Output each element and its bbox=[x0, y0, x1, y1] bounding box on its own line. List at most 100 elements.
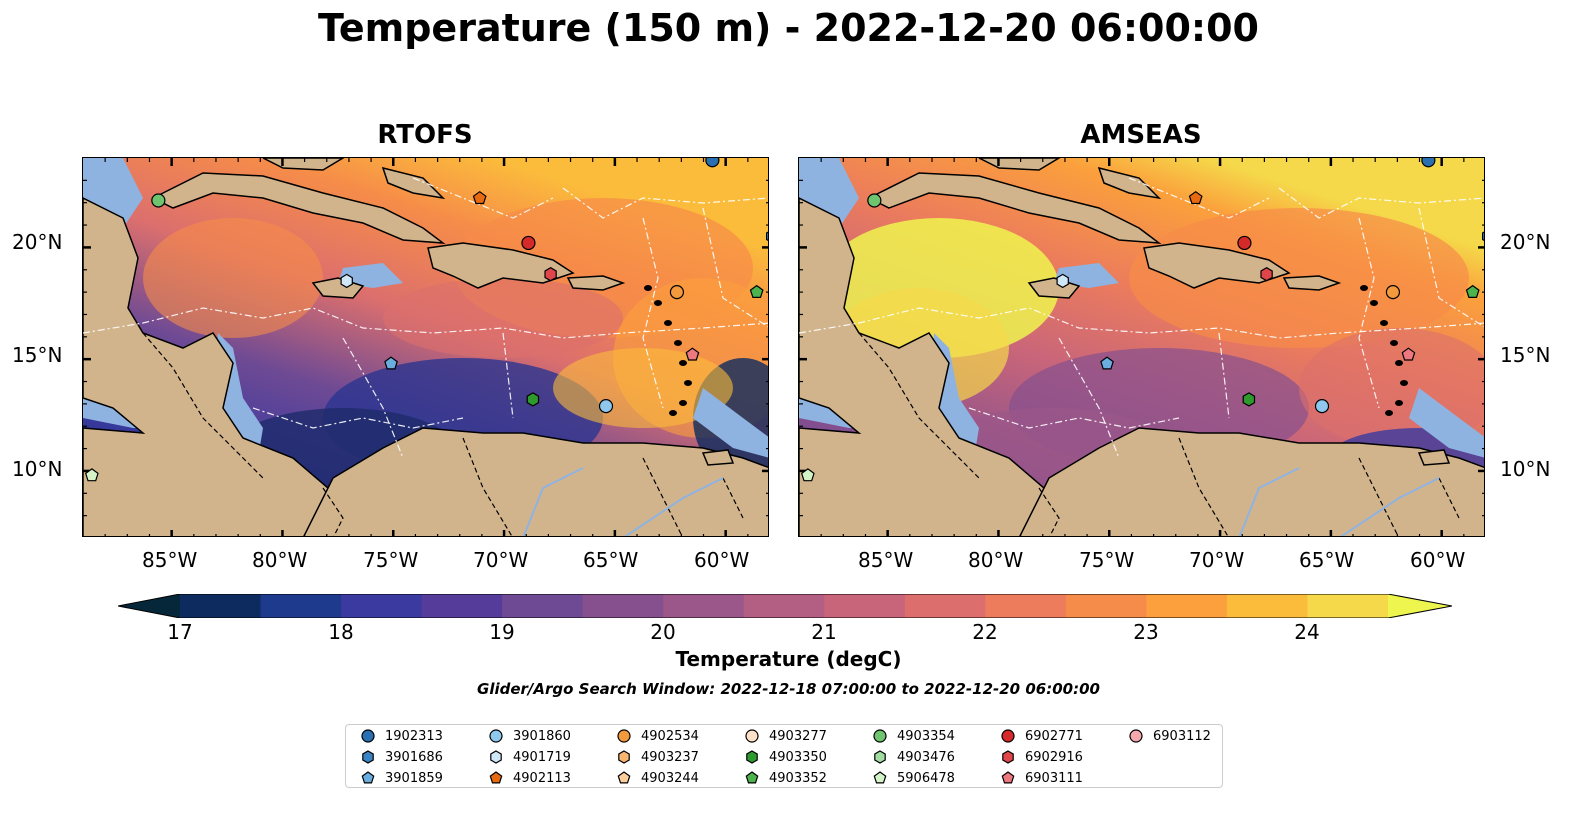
land-mass bbox=[303, 427, 768, 536]
float-marker-4903350[interactable] bbox=[1242, 392, 1256, 407]
legend-marker-3901686[interactable] bbox=[362, 750, 374, 764]
float-marker-4902113[interactable] bbox=[1188, 190, 1203, 205]
float-marker-3901686[interactable] bbox=[1481, 230, 1485, 243]
island bbox=[679, 360, 687, 366]
island bbox=[1395, 400, 1403, 406]
eez-boundary bbox=[412, 177, 554, 219]
eez-boundary bbox=[252, 407, 464, 429]
colorbar-tick: 23 bbox=[1133, 620, 1159, 644]
float-marker-4902113[interactable] bbox=[472, 190, 487, 205]
legend-marker-4903476[interactable] bbox=[874, 750, 886, 764]
float-marker-4902534[interactable] bbox=[1385, 285, 1401, 300]
legend-label: 4903244 bbox=[641, 770, 699, 786]
lat-tick-label: 15°N bbox=[1500, 343, 1551, 367]
land-mass bbox=[1143, 242, 1291, 289]
country-border bbox=[1178, 437, 1229, 536]
float-marker-5906478[interactable] bbox=[800, 468, 815, 482]
circle-marker-icon bbox=[873, 729, 887, 743]
island bbox=[1395, 360, 1403, 366]
legend-marker-4903354[interactable] bbox=[873, 729, 887, 743]
lon-tick-label: 65°W bbox=[583, 548, 639, 572]
colorbar-segment bbox=[341, 594, 423, 618]
float-marker-1902313[interactable] bbox=[1421, 158, 1436, 168]
legend-marker-1902313[interactable] bbox=[361, 729, 375, 743]
float-marker-4901719[interactable] bbox=[1056, 273, 1069, 289]
colorbar-gradient bbox=[117, 593, 1453, 619]
island bbox=[669, 410, 677, 416]
legend-marker-6902771[interactable] bbox=[1001, 729, 1015, 743]
legend-marker-4903352[interactable] bbox=[745, 771, 759, 784]
eez-boundary bbox=[342, 337, 404, 459]
land-mass bbox=[867, 172, 1162, 244]
float-marker-1902313[interactable] bbox=[705, 158, 720, 168]
circle-marker-icon bbox=[745, 729, 759, 743]
float-marker-4901719[interactable] bbox=[340, 273, 353, 289]
float-marker-4903350[interactable] bbox=[526, 392, 540, 407]
float-marker-6902771[interactable] bbox=[1237, 235, 1252, 251]
legend-label: 6903112 bbox=[1153, 728, 1211, 744]
float-legend: 1902313 3901686 3901859 3901860 4901719 49021… bbox=[345, 724, 1223, 788]
colorbar-segment bbox=[582, 594, 664, 618]
float-marker-4902534[interactable] bbox=[669, 285, 685, 300]
float-marker-3901860[interactable] bbox=[598, 399, 614, 414]
legend-marker-6903112[interactable] bbox=[1129, 729, 1143, 743]
lon-tick-label: 85°W bbox=[858, 548, 914, 572]
island bbox=[654, 300, 662, 306]
colorbar-tick: 21 bbox=[811, 620, 837, 644]
island bbox=[1385, 410, 1393, 416]
float-marker-6903111[interactable] bbox=[685, 347, 700, 361]
legend-marker-4902534[interactable] bbox=[617, 729, 631, 743]
temperature-anomaly bbox=[143, 218, 323, 338]
land-mass bbox=[427, 242, 575, 289]
hexagon-marker-icon bbox=[874, 750, 886, 764]
river bbox=[1238, 467, 1300, 536]
colorbar-extend-high bbox=[1388, 594, 1452, 618]
map-panel-rtofs[interactable] bbox=[82, 157, 769, 537]
float-marker-4903352[interactable] bbox=[1465, 284, 1480, 298]
float-marker-6902916[interactable] bbox=[1260, 267, 1273, 282]
legend-item: 1902313 bbox=[360, 728, 443, 744]
eez-boundary bbox=[1218, 332, 1230, 419]
float-marker-5906478[interactable] bbox=[84, 468, 99, 482]
legend-marker-4903277[interactable] bbox=[745, 729, 759, 743]
legend-marker-6903111[interactable] bbox=[1001, 771, 1015, 784]
legend-label: 4902534 bbox=[641, 728, 699, 744]
circle-marker-icon bbox=[1001, 729, 1015, 743]
legend-marker-4903237[interactable] bbox=[618, 750, 630, 764]
legend-label: 4901719 bbox=[513, 749, 571, 765]
float-marker-6903111[interactable] bbox=[1401, 347, 1416, 361]
map-panel-amseas[interactable] bbox=[798, 157, 1485, 537]
float-marker-3901860[interactable] bbox=[1314, 399, 1330, 414]
float-marker-3901859[interactable] bbox=[1100, 356, 1114, 370]
legend-marker-4903350[interactable] bbox=[746, 750, 758, 764]
legend-marker-6902916[interactable] bbox=[1002, 750, 1014, 764]
float-marker-6902916[interactable] bbox=[544, 267, 557, 282]
legend-marker-3901859[interactable] bbox=[361, 771, 375, 784]
country-border bbox=[642, 457, 683, 536]
legend-item: 4903237 bbox=[616, 749, 699, 765]
legend-marker-4903244[interactable] bbox=[617, 771, 631, 784]
float-marker-3901859[interactable] bbox=[384, 356, 398, 370]
island bbox=[1360, 285, 1368, 291]
legend-marker-3901860[interactable] bbox=[489, 729, 503, 743]
circle-marker-icon bbox=[361, 729, 375, 743]
float-marker-6902771[interactable] bbox=[521, 235, 536, 251]
float-marker-4903354[interactable] bbox=[151, 193, 166, 208]
shelf-region bbox=[693, 388, 768, 458]
legend-marker-4901719[interactable] bbox=[490, 750, 502, 764]
lon-tick-label: 65°W bbox=[1299, 548, 1355, 572]
legend-item: 4903354 bbox=[872, 728, 955, 744]
float-marker-4903352[interactable] bbox=[749, 284, 764, 298]
island bbox=[1400, 380, 1408, 386]
pentagon-marker-icon bbox=[617, 771, 631, 784]
legend-label: 1902313 bbox=[385, 728, 443, 744]
legend-marker-5906478[interactable] bbox=[873, 771, 887, 784]
island bbox=[1380, 320, 1388, 326]
legend-item: 3901686 bbox=[360, 749, 443, 765]
float-marker-3901686[interactable] bbox=[765, 230, 769, 243]
lon-tick-label: 80°W bbox=[968, 548, 1024, 572]
float-marker-4903354[interactable] bbox=[867, 193, 882, 208]
colorbar-segment bbox=[1226, 594, 1308, 618]
legend-marker-4902113[interactable] bbox=[489, 771, 503, 784]
legend-label: 5906478 bbox=[897, 770, 955, 786]
